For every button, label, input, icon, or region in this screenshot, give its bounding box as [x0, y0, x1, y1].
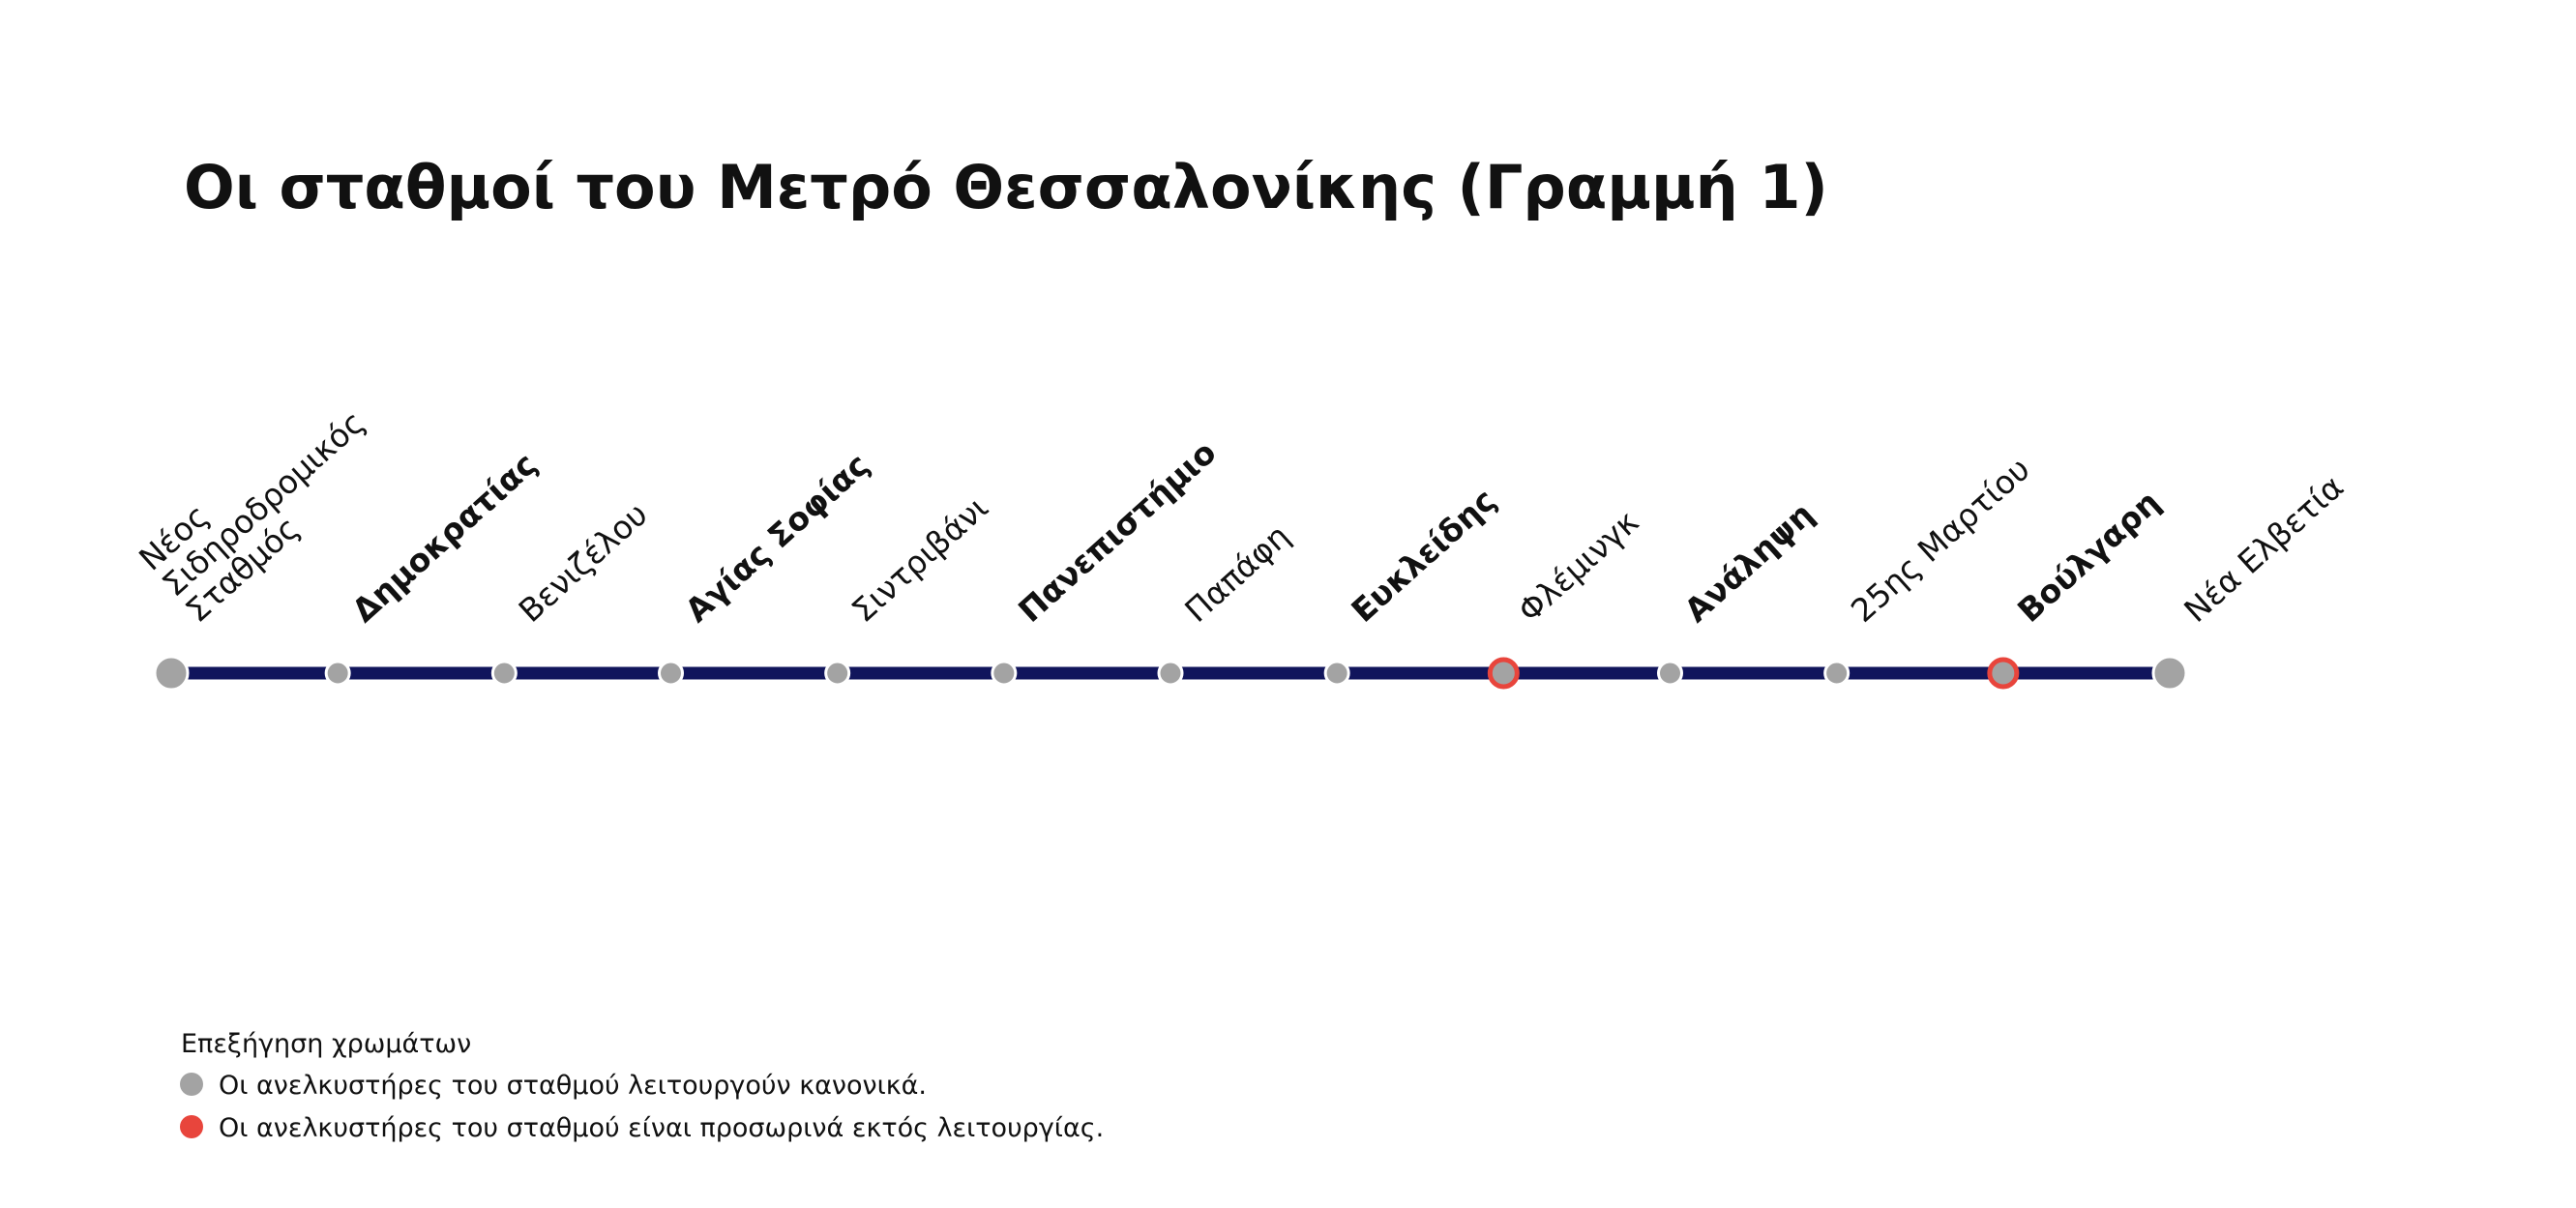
legend-title: Επεξήγηση χρωμάτων	[181, 1029, 471, 1059]
station-dot	[1323, 660, 1350, 687]
station-dot	[1157, 660, 1184, 687]
station-dot	[991, 660, 1018, 687]
station-dot	[1987, 657, 2020, 690]
station-dot	[324, 660, 351, 687]
station-dot	[1823, 660, 1851, 687]
legend-swatch	[180, 1115, 203, 1138]
legend-text: Οι ανελκυστήρες του σταθμού λειτουργούν …	[219, 1071, 927, 1101]
title: Οι σταθμοί του Μετρό Θεσσαλονίκης (Γραμμ…	[184, 152, 1828, 222]
legend-swatch	[180, 1073, 203, 1096]
station-dot	[490, 660, 518, 687]
station-dot	[1487, 657, 1520, 690]
legend-text: Οι ανελκυστήρες του σταθμού είναι προσωρ…	[219, 1113, 1104, 1143]
station-dot	[824, 660, 851, 687]
station-dot	[658, 660, 684, 687]
station-dot	[1657, 660, 1683, 687]
station-dot	[153, 655, 190, 692]
station-dot	[2151, 655, 2188, 692]
